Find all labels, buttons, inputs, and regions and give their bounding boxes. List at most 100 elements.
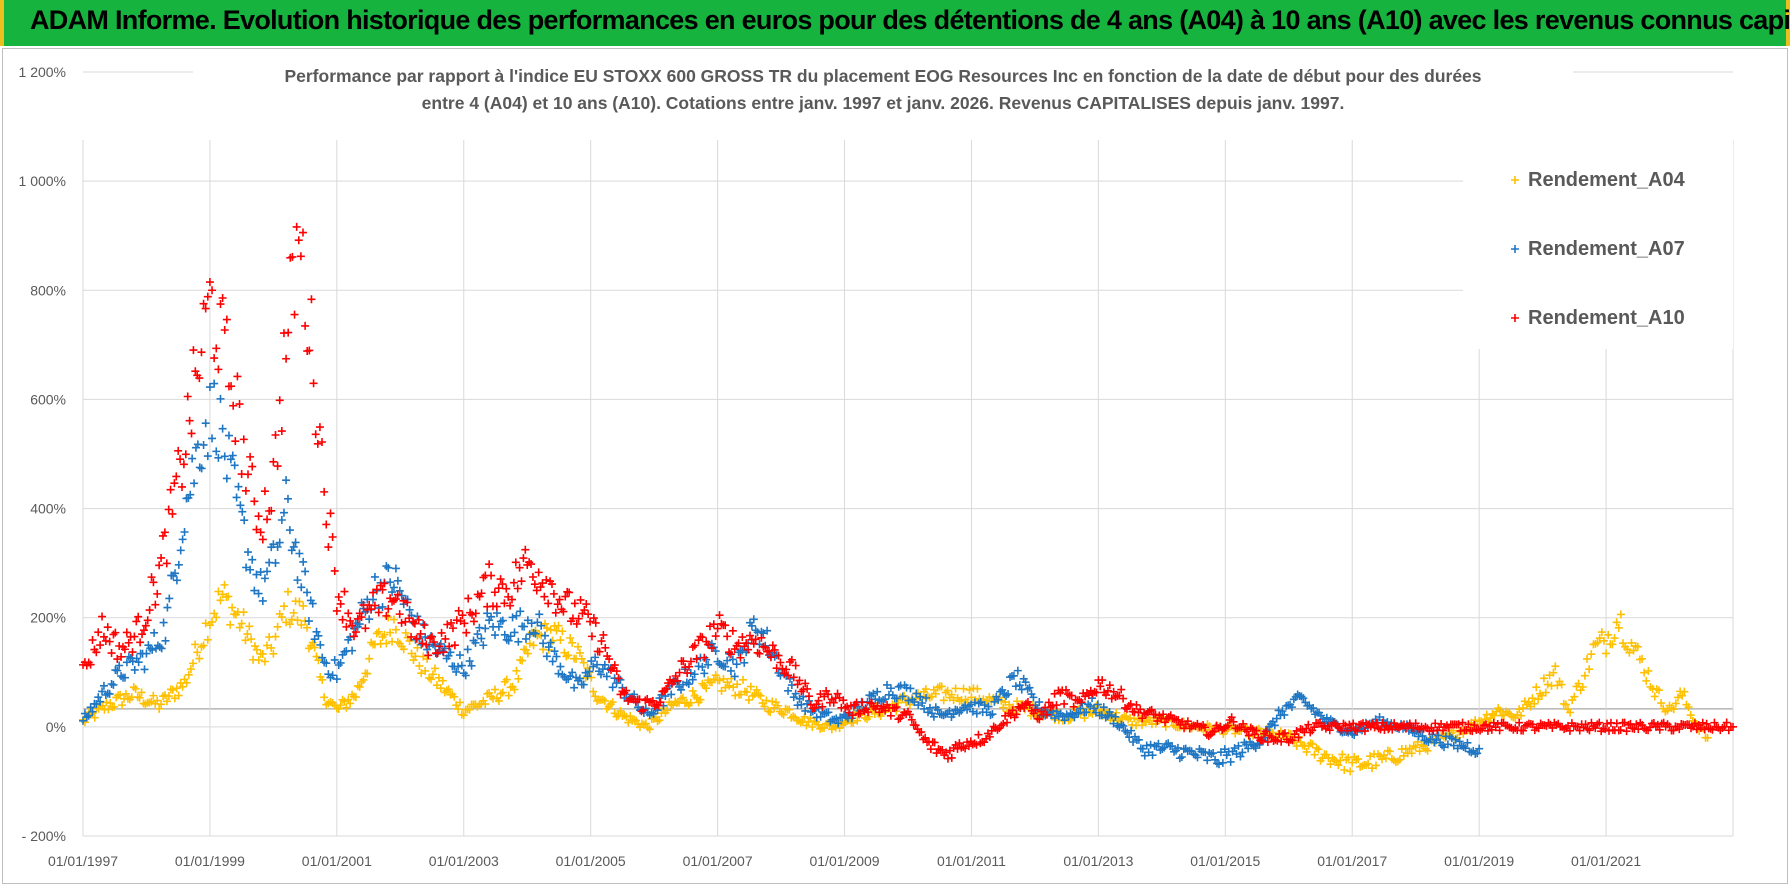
y-tick-label: 1 200%: [19, 64, 66, 80]
data-point: [1650, 692, 1659, 701]
data-point: [574, 614, 583, 623]
data-point: [1493, 719, 1502, 728]
data-point: [283, 494, 292, 503]
data-point: [1458, 718, 1467, 727]
data-point: [690, 641, 699, 650]
data-point: [109, 630, 118, 639]
data-point: [1602, 649, 1611, 658]
data-point: [684, 680, 693, 689]
data-point: [761, 643, 770, 652]
data-point: [832, 714, 841, 723]
data-point: [692, 654, 701, 663]
data-point: [523, 649, 532, 658]
data-point: [688, 686, 697, 695]
data-point: [391, 564, 400, 573]
data-point: [1136, 705, 1145, 714]
data-point: [349, 632, 358, 641]
data-point: [587, 632, 596, 641]
data-point: [655, 716, 664, 725]
data-point: [312, 652, 321, 661]
data-point: [353, 681, 362, 690]
data-point: [1177, 753, 1186, 762]
data-point: [429, 670, 438, 679]
data-point: [1541, 688, 1550, 697]
data-point: [201, 419, 210, 428]
data-point: [1119, 694, 1128, 703]
data-point: [502, 675, 511, 684]
data-point: [1530, 699, 1539, 708]
data-point: [1595, 718, 1604, 727]
data-point: [1597, 628, 1606, 637]
data-point: [419, 619, 428, 628]
data-point: [541, 619, 549, 628]
data-point: [142, 649, 151, 658]
data-point: [457, 661, 466, 670]
data-point: [1669, 705, 1678, 714]
data-point: [1649, 719, 1658, 728]
data-point: [1443, 740, 1452, 749]
data-point: [165, 594, 174, 603]
data-point: [818, 702, 827, 711]
data-point: [1532, 683, 1541, 692]
data-point: [1674, 693, 1682, 702]
data-point: [514, 637, 523, 646]
data-point: [342, 622, 351, 631]
data-point: [839, 696, 848, 705]
data-point: [1134, 735, 1143, 744]
data-point: [706, 622, 714, 631]
data-point: [692, 693, 701, 702]
data-point: [570, 683, 579, 692]
data-point: [203, 635, 212, 644]
data-point: [106, 699, 115, 708]
data-point: [787, 655, 796, 664]
data-point: [635, 695, 644, 704]
data-point: [776, 658, 785, 667]
data-point: [414, 615, 423, 624]
data-point: [1006, 673, 1015, 682]
data-point: [824, 708, 833, 717]
data-point: [808, 723, 817, 732]
data-point: [122, 658, 131, 667]
data-point: [1528, 694, 1537, 703]
data-point: [873, 687, 882, 696]
data-point: [260, 657, 269, 666]
data-point: [307, 295, 316, 304]
data-point: [1263, 737, 1272, 746]
data-point: [626, 712, 635, 721]
data-point: [1060, 699, 1069, 708]
data-point: [1218, 758, 1227, 767]
data-point: [122, 628, 131, 637]
data-point: [134, 612, 143, 621]
data-point: [921, 733, 930, 742]
data-point: [1021, 678, 1030, 687]
data-point: [309, 379, 318, 388]
data-point: [1710, 718, 1719, 727]
data-point: [443, 620, 452, 629]
data-point: [145, 606, 154, 615]
data-point: [92, 648, 101, 657]
data-point: [220, 580, 229, 589]
data-point: [174, 446, 183, 455]
data-point: [622, 686, 631, 695]
data-point: [363, 669, 372, 678]
data-point: [1278, 706, 1287, 715]
data-point: [546, 638, 555, 647]
data-point: [134, 658, 143, 667]
data-point: [411, 635, 420, 644]
data-point: [709, 620, 718, 629]
data-point: [110, 702, 119, 711]
data-point: [702, 684, 711, 693]
data-point: [886, 684, 895, 693]
data-point: [205, 383, 214, 392]
data-point: [1614, 623, 1623, 632]
data-point: [1214, 760, 1223, 769]
data-point: [389, 583, 398, 592]
data-point: [164, 505, 173, 514]
data-point: [688, 643, 697, 652]
data-point: [490, 588, 499, 597]
data-point: [639, 705, 648, 714]
data-point: [184, 670, 193, 679]
data-point: [755, 649, 764, 658]
data-point: [120, 673, 129, 682]
data-point: [1625, 648, 1634, 657]
